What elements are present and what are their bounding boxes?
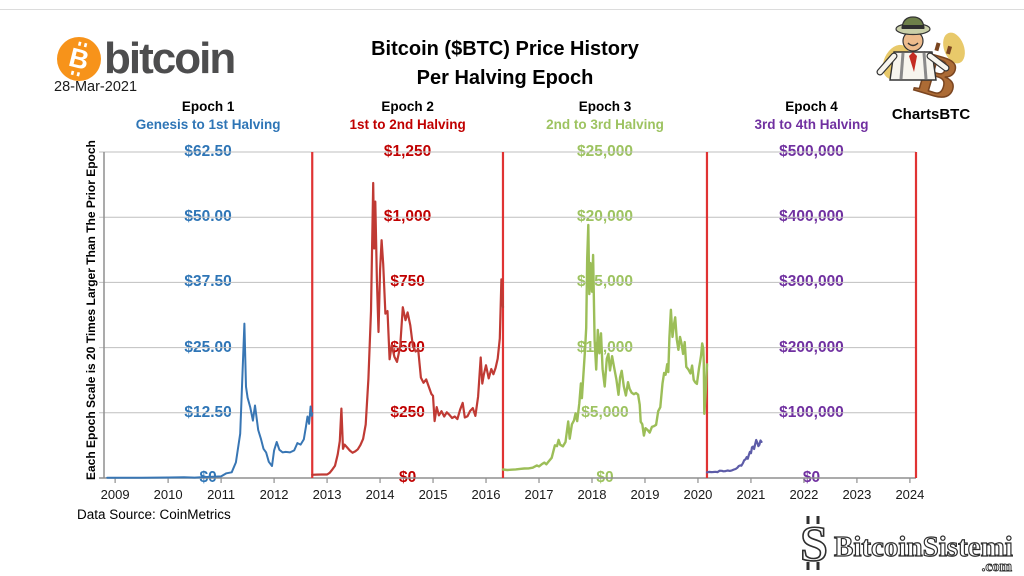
data-source-note: Data Source: CoinMetrics bbox=[77, 507, 231, 522]
price-line-epoch-4 bbox=[705, 438, 763, 474]
y-tick-label-epoch-2: $250 bbox=[390, 403, 425, 421]
chart-date: 28-Mar-2021 bbox=[54, 79, 138, 95]
y-tick-label-epoch-4: $400,000 bbox=[779, 208, 844, 226]
y-tick-label-epoch-3: $5,000 bbox=[581, 403, 629, 421]
y-tick-label-epoch-3: $20,000 bbox=[576, 208, 633, 226]
page-title: Bitcoin ($BTC) Price History Per Halving… bbox=[305, 35, 705, 93]
page-title-line2: Per Halving Epoch bbox=[416, 67, 594, 89]
y-tick-label-epoch-4: $200,000 bbox=[779, 338, 844, 356]
y-tick-label-epoch-1: $37.50 bbox=[184, 273, 232, 291]
chartsbtc-mascot-icon: B bbox=[876, 16, 967, 106]
bitcoin-logo: B bitcoin bbox=[56, 34, 236, 84]
chartsbtc-wordmark: ChartsBTC bbox=[891, 106, 971, 123]
price-line-epoch-2 bbox=[311, 181, 505, 476]
top-divider-line bbox=[0, 9, 1024, 10]
watermark-brand-text: BitcoinSistemi bbox=[834, 531, 1013, 563]
bitcoin-wordmark: bitcoin bbox=[104, 34, 236, 83]
bitcoin-coin-icon: B bbox=[57, 37, 101, 81]
price-line-epoch-1 bbox=[106, 322, 314, 479]
y-tick-label-epoch-1: $12.50 bbox=[184, 403, 232, 421]
watermark-s-glyph: S bbox=[800, 515, 828, 571]
y-tick-label-epoch-1: $50.00 bbox=[184, 208, 232, 226]
y-tick-label-epoch-4: $300,000 bbox=[779, 273, 844, 291]
y-tick-label-epoch-1: $25.00 bbox=[184, 338, 232, 356]
watermark-tld-text: .com bbox=[982, 559, 1013, 574]
y-tick-label-epoch-4: $100,000 bbox=[779, 403, 844, 421]
y-tick-label-epoch-2: $1,000 bbox=[383, 208, 432, 226]
price-line-epoch-3 bbox=[501, 223, 709, 472]
bitcoinsistemi-logo: S BitcoinSistemi .com bbox=[799, 514, 1013, 574]
y-tick-label-epoch-2: $750 bbox=[390, 273, 425, 291]
y-tick-label-epoch-3: $10,000 bbox=[576, 338, 633, 356]
page-title-line1: Bitcoin ($BTC) Price History bbox=[371, 38, 639, 60]
